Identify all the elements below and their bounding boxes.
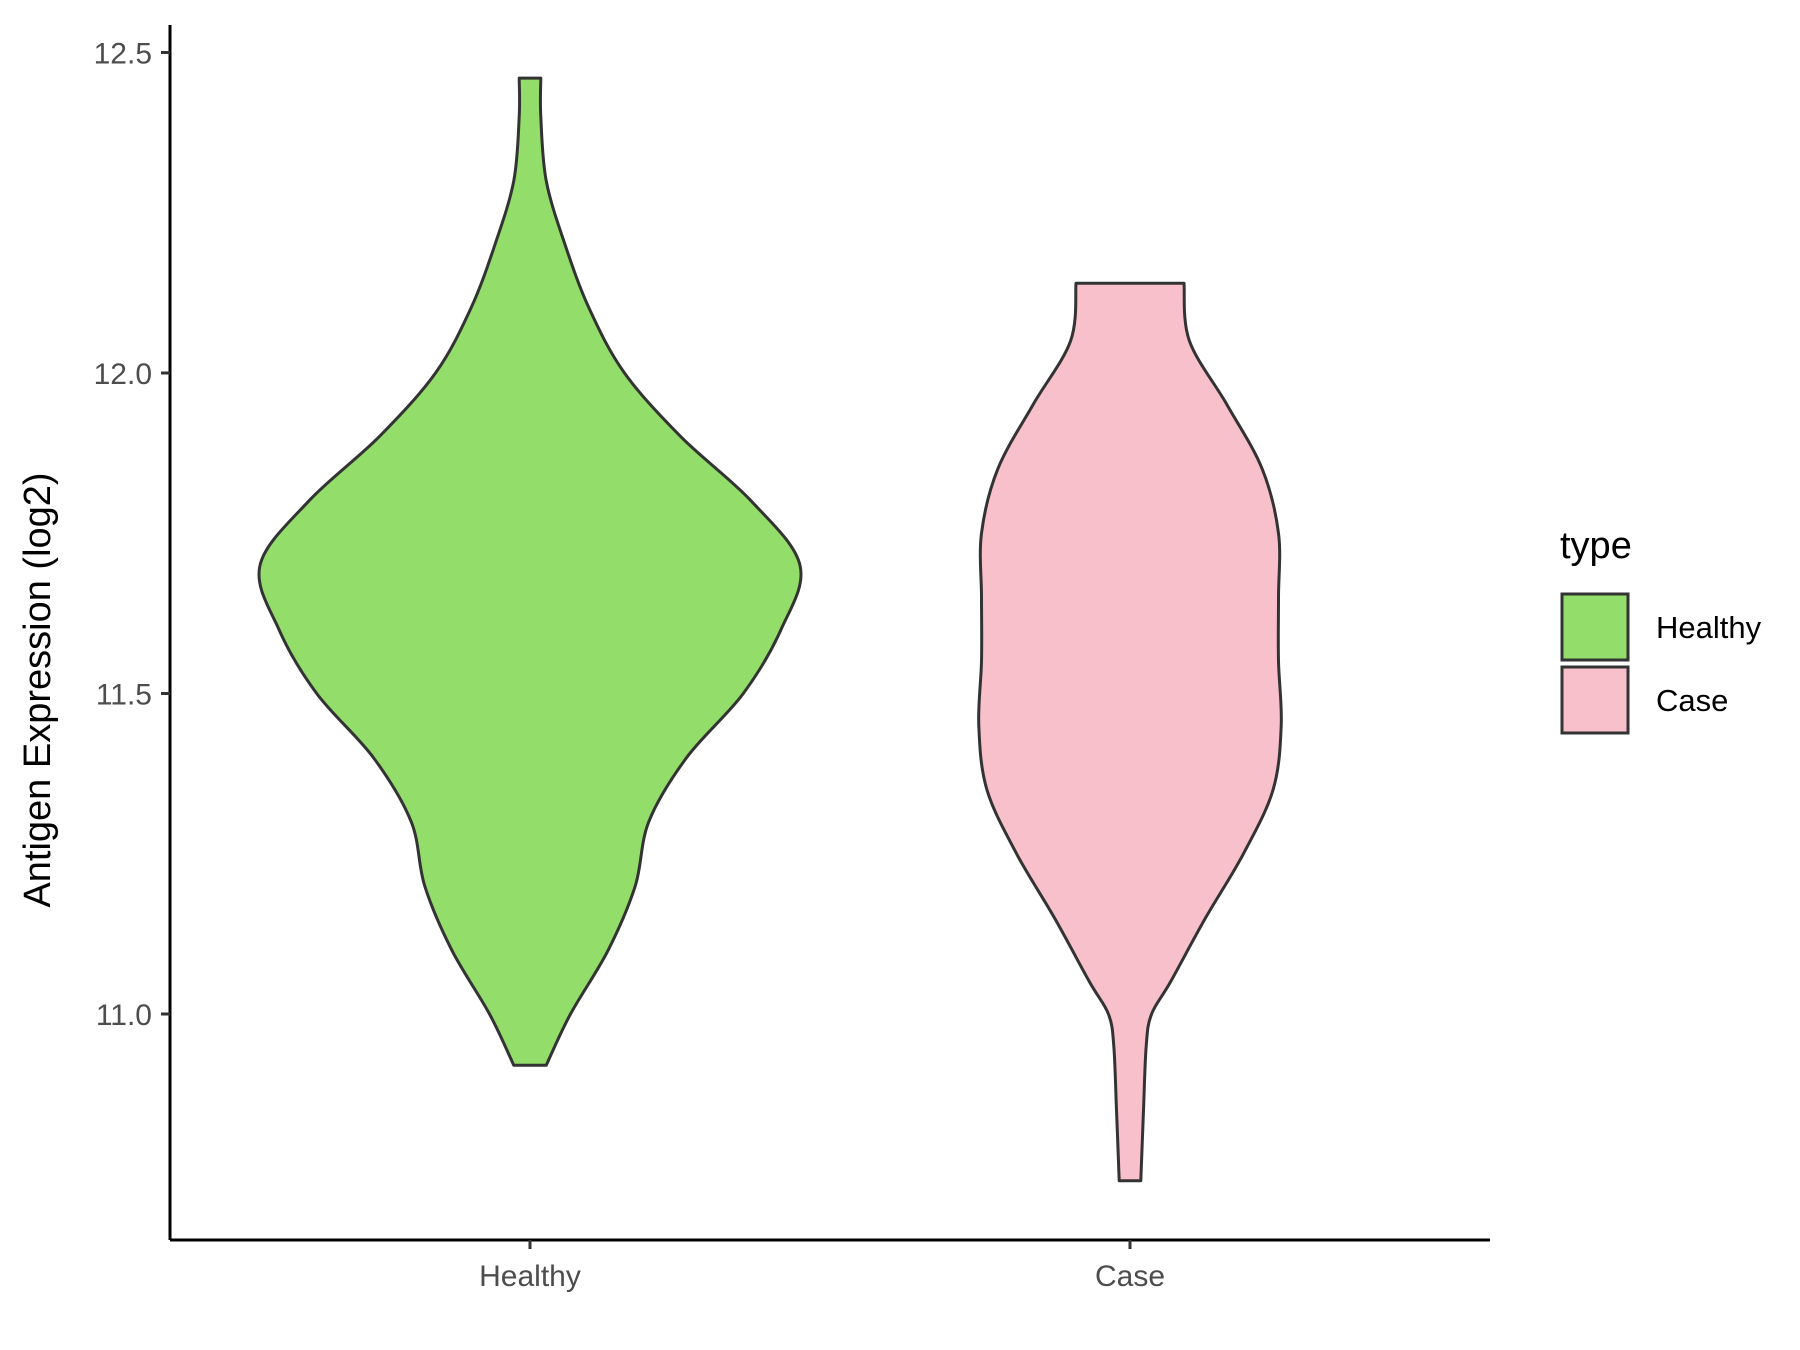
legend-swatch-healthy xyxy=(1560,592,1630,662)
y-tick-label: 12.0 xyxy=(94,358,152,391)
legend-label-case: Case xyxy=(1656,683,1728,718)
violin-case xyxy=(977,281,1283,1183)
x-tick-label: Case xyxy=(1095,1260,1165,1293)
violin-layer xyxy=(257,76,1283,1183)
y-tick-label: 11.0 xyxy=(96,999,152,1032)
legend-label-healthy: Healthy xyxy=(1656,610,1762,645)
legend-entries: Healthy Case xyxy=(1560,592,1762,735)
y-axis-title: Antigen Expression (log2) xyxy=(17,472,59,907)
violin-healthy xyxy=(257,76,803,1067)
x-tick-label: Healthy xyxy=(479,1260,581,1293)
y-tick-label: 12.5 xyxy=(94,38,152,71)
y-tick-label: 11.5 xyxy=(96,679,152,712)
y-ticks: 11.0 11.5 12.0 12.5 xyxy=(94,38,170,1032)
axes: 11.0 11.5 12.0 12.5 Healthy Case xyxy=(94,25,1490,1293)
x-ticks: Healthy Case xyxy=(479,1240,1165,1293)
legend-title: type xyxy=(1560,525,1632,567)
legend-swatch-case xyxy=(1560,665,1630,735)
legend: type Healthy Case xyxy=(1560,525,1762,735)
